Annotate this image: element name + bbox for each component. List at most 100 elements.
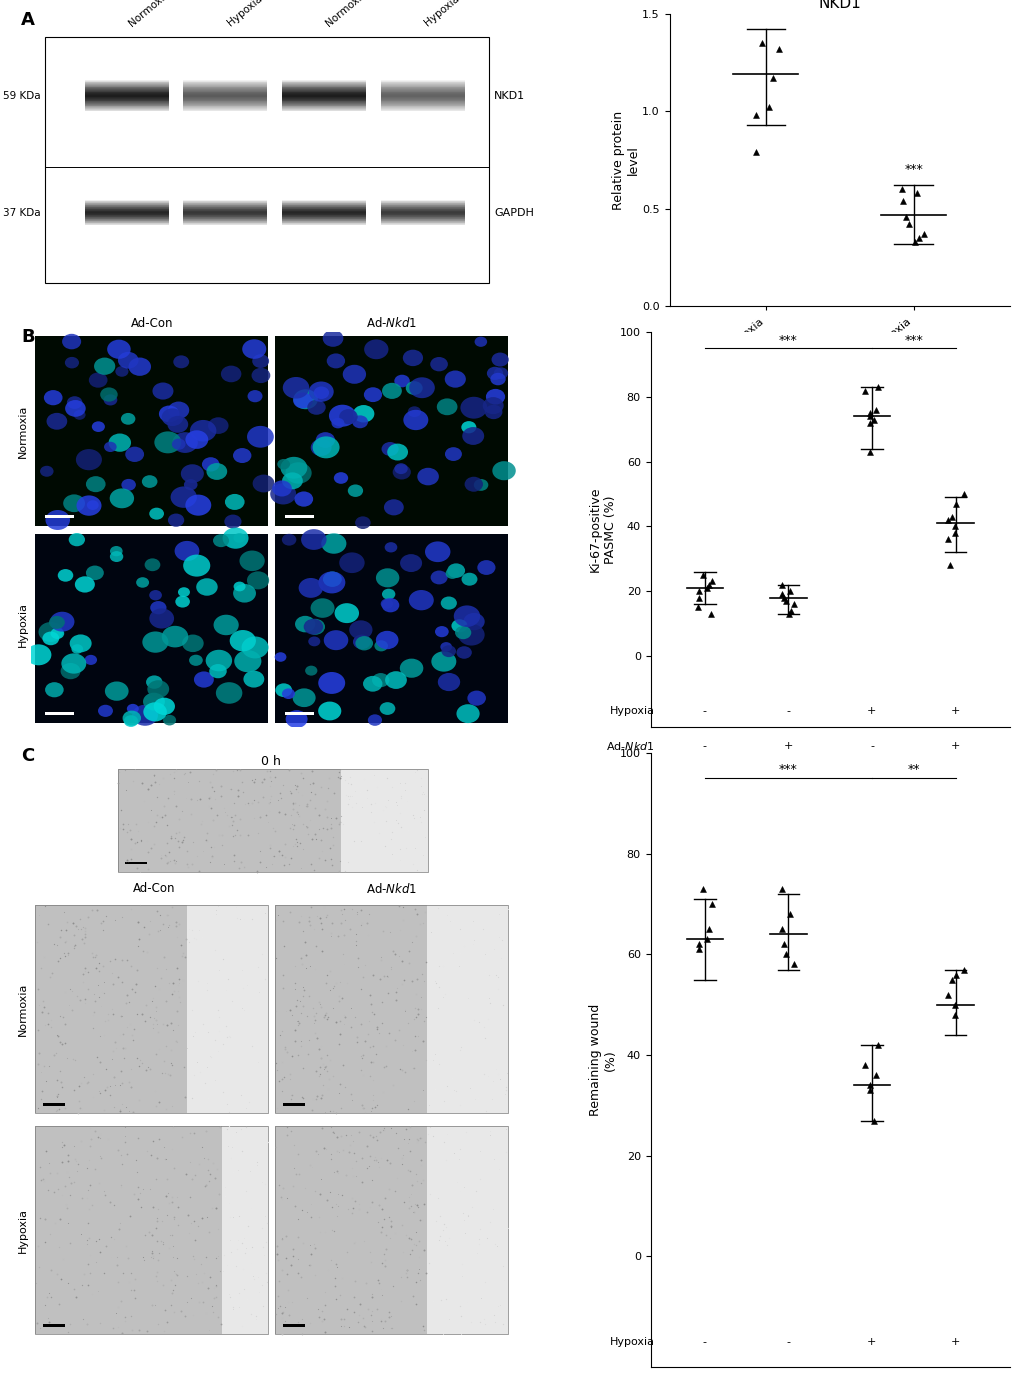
- Point: [481, 1120, 497, 1142]
- Point: [79, 1254, 96, 1276]
- Point: [165, 766, 181, 789]
- Circle shape: [183, 479, 198, 490]
- Text: ***: ***: [779, 762, 797, 776]
- Point: [74, 963, 91, 985]
- Point: [312, 1063, 328, 1085]
- Circle shape: [385, 671, 407, 689]
- Point: [366, 811, 382, 833]
- Point: [355, 1044, 371, 1066]
- Point: [244, 769, 260, 791]
- Point: [317, 1001, 333, 1023]
- Point: [331, 812, 347, 834]
- Point: [459, 1291, 475, 1313]
- Point: [181, 1186, 198, 1208]
- Point: [124, 771, 141, 793]
- Circle shape: [294, 616, 315, 632]
- Point: [262, 789, 278, 811]
- Point: [157, 1148, 173, 1170]
- Point: [118, 1142, 135, 1164]
- Point: [305, 918, 321, 940]
- Circle shape: [334, 603, 359, 623]
- Point: [214, 824, 230, 847]
- Circle shape: [322, 330, 343, 347]
- Point: [72, 989, 89, 1011]
- Bar: [43, 1324, 64, 1327]
- Point: [268, 1097, 284, 1119]
- Point: [178, 1265, 195, 1287]
- Point: [231, 1282, 248, 1304]
- Point: [485, 1304, 501, 1326]
- Point: [490, 1295, 506, 1317]
- Point: [214, 1063, 230, 1085]
- Point: [191, 771, 207, 793]
- Point: [375, 1317, 391, 1340]
- Point: [88, 990, 104, 1012]
- Point: [312, 1182, 328, 1204]
- Point: [288, 836, 305, 858]
- Point: [354, 913, 370, 935]
- Point: [856, 1054, 872, 1076]
- Point: [312, 776, 328, 798]
- Point: [407, 1193, 423, 1215]
- Point: [373, 1279, 389, 1301]
- Point: [351, 1304, 367, 1326]
- Point: [410, 1230, 426, 1253]
- Text: ***: ***: [904, 163, 922, 175]
- Point: [410, 1025, 426, 1047]
- Point: [48, 1101, 64, 1123]
- Point: [293, 1199, 310, 1221]
- Point: [372, 949, 388, 971]
- Point: [293, 953, 310, 975]
- Point: [317, 1282, 333, 1304]
- Point: [382, 819, 398, 841]
- Point: [113, 1059, 129, 1081]
- Point: [485, 938, 501, 960]
- Point: [67, 1150, 84, 1172]
- Point: [399, 1012, 416, 1034]
- Point: [314, 940, 330, 963]
- Point: [150, 1199, 166, 1221]
- Point: [387, 791, 404, 813]
- Point: [54, 1248, 70, 1271]
- Text: Ad-Con: Ad-Con: [130, 318, 173, 330]
- Point: [142, 1005, 158, 1027]
- Point: [345, 1232, 362, 1254]
- Text: ***: ***: [779, 334, 797, 347]
- Circle shape: [194, 671, 214, 688]
- Point: [75, 932, 92, 954]
- Point: [194, 813, 210, 836]
- Point: [47, 1213, 63, 1235]
- Point: [151, 1037, 167, 1059]
- Point: [341, 765, 358, 787]
- Point: [268, 1137, 284, 1159]
- Point: [243, 1251, 259, 1273]
- Point: [376, 836, 392, 858]
- Point: [345, 830, 362, 852]
- Point: [277, 1225, 293, 1247]
- Point: [246, 1268, 262, 1290]
- Point: [435, 1131, 451, 1153]
- Point: [294, 976, 311, 998]
- Point: [104, 998, 120, 1021]
- Point: [219, 804, 235, 826]
- Point: [293, 1308, 310, 1330]
- Point: [167, 822, 183, 844]
- Point: [169, 1030, 185, 1052]
- Circle shape: [162, 626, 189, 648]
- Point: [277, 1000, 293, 1022]
- Point: [170, 968, 186, 990]
- Point: [206, 780, 222, 802]
- Point: [311, 1221, 327, 1243]
- Point: [271, 1271, 287, 1293]
- Point: [309, 1143, 325, 1166]
- Text: +: +: [950, 706, 959, 715]
- Point: [237, 1179, 254, 1201]
- Point: [35, 990, 51, 1012]
- Point: [286, 978, 303, 1000]
- Point: [121, 1070, 138, 1092]
- Circle shape: [154, 697, 175, 715]
- Point: [56, 942, 72, 964]
- Text: Normoxia: Normoxia: [18, 405, 29, 457]
- Point: [227, 1120, 244, 1142]
- Point: [66, 935, 83, 957]
